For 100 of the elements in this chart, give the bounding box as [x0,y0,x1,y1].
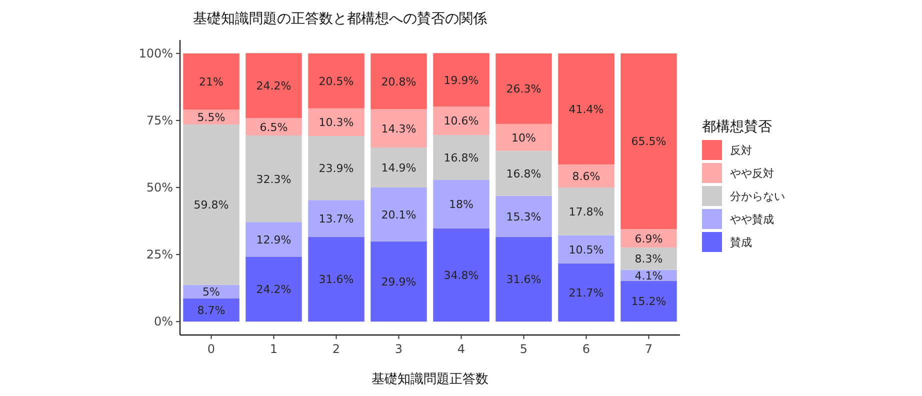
bar [308,108,364,136]
bar [433,228,490,322]
y-tick-label: 0% [154,314,173,329]
data-label: 16.8% [444,151,479,164]
data-label: 14.3% [381,122,416,136]
data-label: 20.1% [381,208,416,222]
bar [558,53,614,164]
data-label: 41.4% [568,102,604,116]
bar [496,236,552,322]
bar [558,235,614,264]
data-label: 13.7% [318,212,354,226]
data-label: 34.8% [444,268,479,282]
bar [433,180,490,228]
data-label: 26.3% [506,82,542,96]
bar [496,196,552,237]
bar [433,53,490,107]
data-label: 6.9% [634,232,663,246]
data-label: 17.8% [568,205,604,218]
bar [370,109,427,148]
data-label: 6.5% [260,120,288,134]
x-axis-title: 基礎知識問題正答数 [372,372,488,387]
data-label: 8.7% [197,304,226,317]
data-label: 20.5% [318,74,354,88]
chart-title: 基礎知識問題の正答数と都構想への賛否の関係 [193,11,487,27]
x-tick-label: 6 [582,342,590,356]
bar [183,124,240,285]
bar [620,53,677,230]
data-label: 29.9% [381,276,416,288]
y-tick-label: 100% [138,46,173,60]
bar [496,124,552,151]
data-label: 31.6% [506,273,542,286]
x-tick-label: 3 [394,342,403,356]
y-tick-label: 25% [146,248,173,262]
bar [620,229,677,248]
bar [308,200,364,237]
data-label: 31.6% [318,273,354,286]
y-tick-label: 75% [146,113,173,128]
x-tick-label: 7 [644,342,653,356]
bar [246,135,302,222]
data-label: 19.9% [444,74,479,87]
data-label: 21.7% [568,286,604,300]
bar [620,280,677,322]
data-label: 15.2% [631,295,666,308]
data-label: 59.8% [194,198,229,212]
data-label: 10% [512,131,536,144]
data-label: 14.9% [381,162,416,175]
data-label: 18% [449,198,474,212]
bar [496,53,552,124]
bar [558,164,614,188]
data-label: 5% [202,286,220,299]
legend-title: 都構想賛否 [702,119,772,135]
data-label: 4.1% [634,269,663,282]
x-tick-label: 1 [270,342,278,356]
bar [620,248,677,270]
bar [308,136,364,200]
legend-label: やや反対 [730,167,774,180]
legend-label: 分からない [730,190,785,203]
bar [496,150,552,196]
bar [308,236,364,322]
x-tick-label: 5 [520,342,528,356]
x-tick-label: 2 [332,342,340,356]
bar [246,118,302,136]
bar [183,53,240,110]
bar [433,106,490,135]
bar [246,222,302,257]
data-label: 12.9% [256,233,292,246]
bar [308,53,364,108]
bar [183,298,240,322]
data-label: 10.5% [568,243,604,256]
data-label: 10.3% [318,116,354,130]
x-tick-label: 0 [207,342,216,356]
data-label: 5.5% [197,111,226,124]
legend-label: やや賛成 [730,213,774,226]
data-label: 20.8% [381,75,416,88]
bar [183,110,240,124]
bar [558,263,614,322]
bar [370,188,427,242]
y-tick-label: 50% [146,180,173,194]
data-label: 8.3% [634,252,663,266]
data-label: 23.9% [318,162,354,176]
data-label: 10.6% [444,114,479,128]
bar [370,148,427,188]
data-label: 24.2% [256,80,292,93]
bar [246,53,302,118]
data-label: 32.3% [256,172,292,186]
data-label: 65.5% [631,135,666,148]
data-label: 15.3% [506,210,542,224]
bar [558,188,614,236]
bar [370,53,427,110]
x-tick-label: 4 [457,342,466,356]
bar [370,241,427,322]
legend-label: 賛成 [730,236,752,249]
bar [246,256,302,322]
data-label: 21% [199,76,224,89]
legend-label: 反対 [730,144,752,157]
data-label: 8.6% [572,170,600,183]
bar [183,284,240,298]
data-label: 24.2% [256,283,292,296]
bar [433,134,490,180]
data-label: 16.8% [506,167,542,180]
